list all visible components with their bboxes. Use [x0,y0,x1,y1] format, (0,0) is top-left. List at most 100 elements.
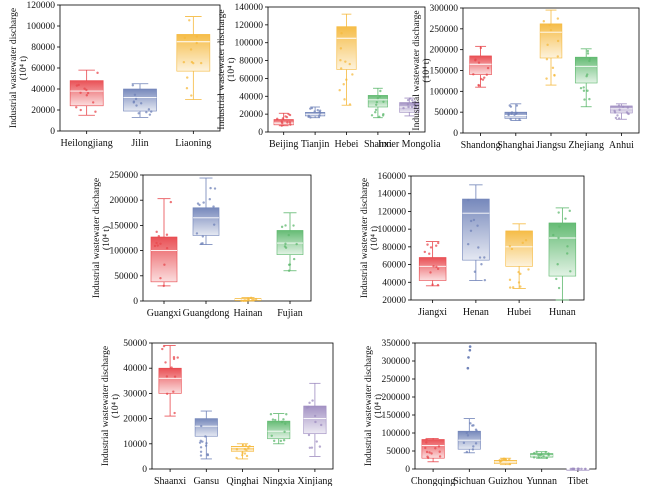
data-point [285,115,289,119]
y-tick-label: 80000 [31,43,55,53]
data-point [469,422,472,425]
data-point [614,116,618,120]
y-tick-label: 100000 [110,247,139,257]
data-point [545,58,549,61]
y-tick-label: 160000 [378,172,407,182]
data-point [212,205,215,208]
data-point [313,414,317,418]
y-axis-unit: (10⁴ t) [110,394,121,418]
y-tick-label: 100000 [430,87,459,97]
chart-panel-3: 0 50000 100000 150000 200000 250000 300000 Indu… [412,4,640,151]
box-body [230,446,255,452]
box-body [267,420,291,440]
data-point [545,77,548,80]
data-point [481,78,485,81]
data-point [585,75,588,78]
y-axis-label: Industrial wastewater discharge [9,8,19,128]
data-point [411,101,415,104]
outlier-point [468,345,472,348]
data-point [195,41,198,45]
data-point [199,446,203,449]
data-point [557,236,560,240]
y-axis-label: Industrial wastewater discharge [360,178,370,298]
data-point [546,43,549,47]
y-tick-label: 200000 [110,196,139,206]
box-body [505,230,533,267]
plot-frame [410,175,585,301]
data-point [548,23,551,27]
data-point [189,48,193,51]
data-point [276,117,279,121]
data-point [85,88,88,92]
y-tick-label: 120000 [27,1,56,11]
y-tick-label: 10000 [123,440,147,450]
x-tick-label: Hunan [549,307,576,318]
data-point [518,118,521,121]
data-point [519,272,522,276]
data-point [309,107,312,110]
data-point [156,244,159,247]
chart-panel-7: 0 50000 100000 150000 200000 250000 300000 3500… [364,339,597,486]
data-point [164,361,167,364]
data-point [241,443,245,447]
data-point [508,458,511,461]
data-point [287,233,290,237]
data-point [477,246,480,249]
data-point [348,62,351,66]
data-point [474,58,477,61]
data-point [285,413,288,416]
data-point [311,399,314,402]
data-point [283,430,286,434]
data-point [308,446,312,450]
data-point [205,442,208,445]
data-point [374,108,378,112]
y-axis-label: Industrial wastewater discharge [364,346,374,466]
data-point [271,418,275,421]
data-point [132,100,136,103]
y-tick-label: 50000 [123,339,147,349]
y-axis-label: Industrial wastewater discharge [92,178,102,298]
data-point [406,103,410,106]
x-tick-label: Fujian [277,308,303,319]
box-body [367,95,388,108]
data-point [284,422,287,425]
data-point [315,440,318,443]
x-tick-label: Hebei [335,139,359,150]
data-point [517,270,520,274]
data-point [281,121,284,125]
data-point [212,223,216,226]
data-point [182,60,186,64]
data-point [425,450,429,454]
data-point [318,445,322,448]
data-point [153,244,157,248]
data-point [406,98,410,102]
x-tick-label: Hubei [507,307,532,318]
data-point [478,256,482,259]
y-tick-label: 300000 [430,4,459,14]
data-point [198,203,201,207]
data-point [206,453,210,457]
data-point [135,104,138,107]
data-point [477,61,481,64]
x-tick-label: Xinjiang [297,476,332,486]
data-point [201,440,204,443]
plot-frame [142,174,312,302]
data-point [579,86,583,90]
data-point [466,242,470,246]
data-point [466,434,470,437]
data-point [339,47,343,50]
data-point [519,285,522,288]
data-point [566,252,569,255]
data-point [345,78,348,81]
data-point [287,263,291,266]
x-tick-label: Shaanxi [154,476,186,486]
data-point [310,446,314,449]
data-point [479,46,483,50]
y-tick-label: 40000 [31,85,55,95]
data-point [318,114,321,117]
x-tick-label: Guangxi [147,308,182,319]
data-point [410,105,414,109]
y-axis-label: Industrial wastewater discharge [217,9,227,129]
data-point [145,110,148,114]
data-point [485,73,489,76]
